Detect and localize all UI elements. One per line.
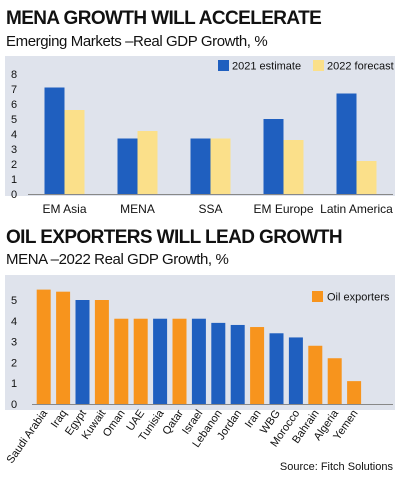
bar-israel xyxy=(191,318,206,404)
bar-tunisia xyxy=(153,318,168,404)
bar-kuwait xyxy=(94,300,109,404)
chart2-title: OIL EXPORTERS WILL LEAD GROWTH xyxy=(6,227,342,248)
bar-ssa-2021-estimate xyxy=(190,138,211,194)
y-tick-label: 0 xyxy=(11,399,17,411)
y-tick-label: 7 xyxy=(11,84,17,96)
x-tick-label: Saudi Arabia xyxy=(5,407,51,466)
y-tick-label: 1 xyxy=(11,174,17,186)
y-tick-label: 6 xyxy=(11,99,17,111)
chart2-y-axis: 0 1 2 3 4 5 xyxy=(11,295,17,411)
bar-bahrain xyxy=(308,345,323,404)
bar-em-europe-2021-estimate xyxy=(263,119,284,194)
legend-label-2021: 2021 estimate xyxy=(232,61,301,73)
chart1-bars xyxy=(28,87,393,195)
y-tick-label: 2 xyxy=(11,159,17,171)
bar-latin-america-2021-estimate xyxy=(336,93,357,194)
legend-swatch-oil-exporters xyxy=(312,291,323,302)
y-tick-label: 3 xyxy=(11,144,17,156)
bar-jordan xyxy=(230,324,245,404)
chart1-y-axis: 0 1 2 3 4 5 6 7 8 xyxy=(11,69,17,201)
x-tick-label: SSA xyxy=(198,202,222,216)
y-tick-label: 1 xyxy=(11,378,17,390)
y-tick-label: 4 xyxy=(11,129,17,141)
bar-wbg xyxy=(269,333,284,404)
chart2-subtitle: MENA –2022 Real GDP Growth, % xyxy=(6,251,228,268)
y-tick-label: 5 xyxy=(11,295,17,307)
chart2-x-axis: Saudi ArabiaIraqEgyptKuwaitOmanUAETunisi… xyxy=(5,407,361,466)
chart2-bars xyxy=(32,289,393,405)
legend-swatch-2021 xyxy=(218,60,229,71)
x-tick-label: Latin America xyxy=(320,202,393,216)
bar-egypt xyxy=(75,300,90,404)
x-tick-label: MENA xyxy=(120,202,155,216)
bar-qatar xyxy=(172,318,187,404)
x-tick-label: Qatar xyxy=(160,408,186,438)
bar-iran xyxy=(250,327,265,404)
bar-morocco xyxy=(288,337,303,404)
y-tick-label: 8 xyxy=(11,69,17,81)
bar-oman xyxy=(114,318,129,404)
bar-mena-2021-estimate xyxy=(117,138,138,194)
bar-em-europe-2022-forecast xyxy=(283,140,304,194)
bar-mena-2022-forecast xyxy=(137,131,158,194)
x-tick-label: EM Asia xyxy=(42,202,86,216)
chart1-legend: 2021 estimate 2022 forecast xyxy=(218,60,394,73)
legend-label-2022: 2022 forecast xyxy=(327,61,394,73)
chart2-legend: Oil exporters xyxy=(312,291,390,304)
bar-iraq xyxy=(56,291,71,404)
bar-saudi-arabia xyxy=(36,289,51,404)
bar-yemen xyxy=(347,381,362,404)
y-tick-label: 2 xyxy=(11,357,17,369)
legend-swatch-2022 xyxy=(313,60,324,71)
x-tick-label: EM Europe xyxy=(253,202,313,216)
y-tick-label: 3 xyxy=(11,337,17,349)
chart1-subtitle: Emerging Markets –Real GDP Growth, % xyxy=(6,33,267,50)
y-tick-label: 5 xyxy=(11,114,17,126)
bar-em-asia-2022-forecast xyxy=(64,110,85,194)
chart1-x-axis: EM Asia MENA SSA EM Europe Latin America xyxy=(42,202,393,216)
bar-em-asia-2021-estimate xyxy=(44,87,65,194)
bar-ssa-2022-forecast xyxy=(210,138,231,194)
bar-latin-america-2022-forecast xyxy=(356,161,377,194)
source-note: Source: Fitch Solutions xyxy=(280,461,394,473)
legend-label-oil-exporters: Oil exporters xyxy=(327,292,390,304)
bar-lebanon xyxy=(211,322,226,404)
bar-uae xyxy=(133,318,148,404)
bar-algeria xyxy=(327,358,342,404)
chart1-title: MENA GROWTH WILL ACCELERATE xyxy=(6,8,321,29)
y-tick-label: 4 xyxy=(11,316,17,328)
y-tick-label: 0 xyxy=(11,189,17,201)
